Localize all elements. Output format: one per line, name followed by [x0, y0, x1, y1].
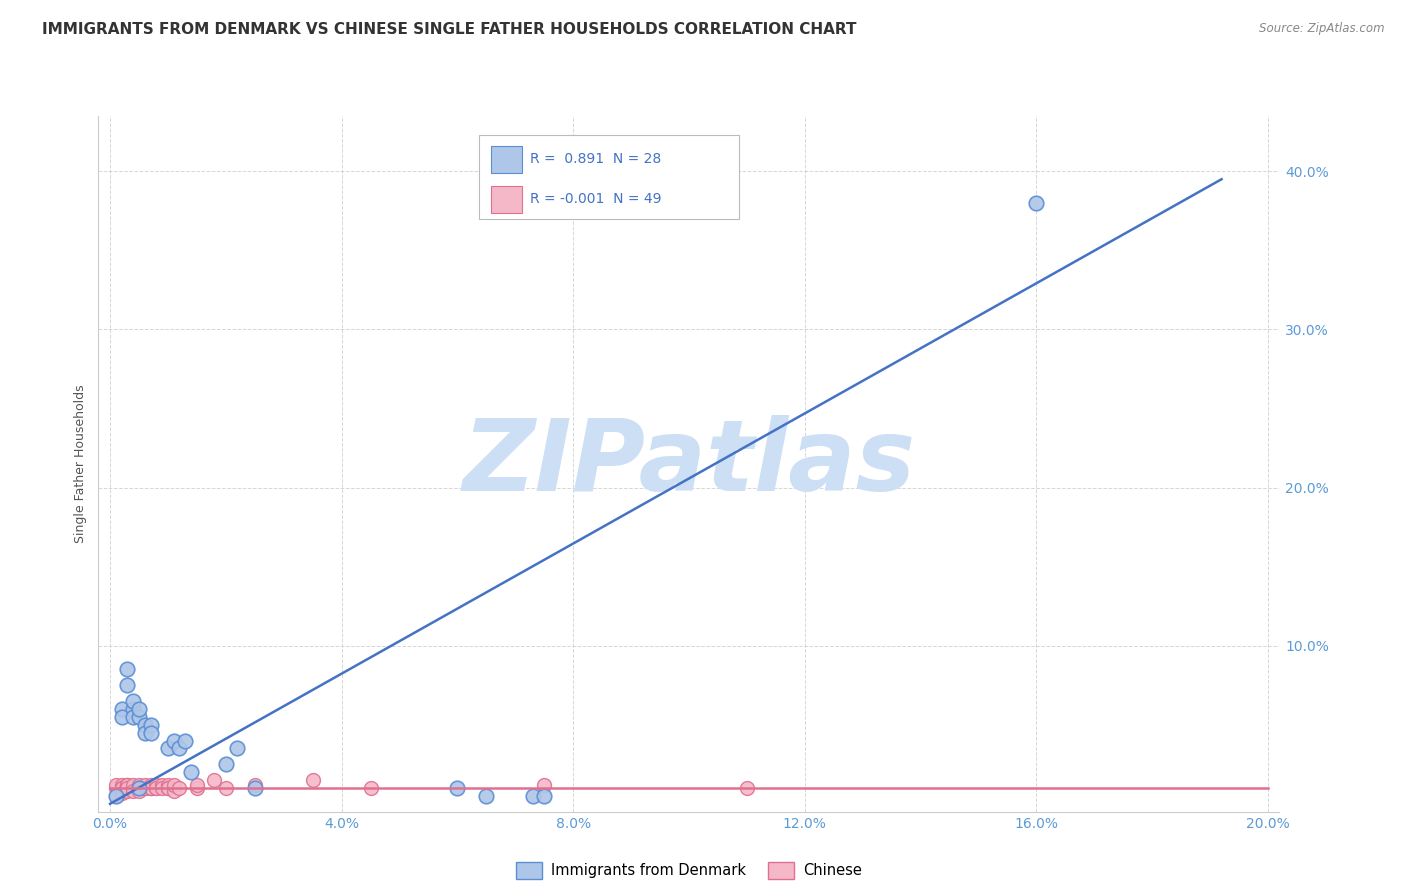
Point — [169, 780, 191, 795]
Point — [139, 780, 162, 795]
Point — [122, 694, 145, 708]
Point — [122, 778, 145, 792]
Point — [163, 733, 186, 747]
Point — [134, 780, 156, 795]
Point — [128, 780, 150, 795]
Point — [117, 780, 139, 795]
Point — [117, 662, 139, 676]
Point — [202, 773, 225, 788]
Point — [134, 717, 156, 731]
Point — [301, 773, 323, 788]
Text: IMMIGRANTS FROM DENMARK VS CHINESE SINGLE FATHER HOUSEHOLDS CORRELATION CHART: IMMIGRANTS FROM DENMARK VS CHINESE SINGL… — [42, 22, 856, 37]
Point — [117, 778, 139, 792]
Point — [174, 733, 197, 747]
Point — [169, 741, 191, 756]
Point — [104, 778, 127, 792]
Point — [134, 780, 156, 795]
Point — [360, 780, 382, 795]
Point — [145, 778, 167, 792]
Point — [122, 780, 145, 795]
Point — [145, 780, 167, 795]
Point — [110, 778, 132, 792]
Point — [128, 780, 150, 795]
Point — [522, 789, 544, 803]
Point — [533, 789, 555, 803]
Text: R = -0.001  N = 49: R = -0.001 N = 49 — [530, 193, 662, 206]
Point — [735, 780, 758, 795]
Point — [122, 710, 145, 724]
Point — [156, 778, 179, 792]
Point — [156, 780, 179, 795]
Point — [117, 780, 139, 795]
Point — [145, 780, 167, 795]
Point — [156, 741, 179, 756]
Text: ZIPatlas: ZIPatlas — [463, 416, 915, 512]
Point — [180, 765, 202, 780]
Point — [122, 702, 145, 716]
Point — [134, 725, 156, 739]
Point — [110, 784, 132, 798]
Point — [128, 710, 150, 724]
Point — [128, 784, 150, 798]
Point — [156, 780, 179, 795]
Point — [104, 789, 127, 803]
Point — [122, 784, 145, 798]
Point — [139, 778, 162, 792]
Point — [128, 780, 150, 795]
Point — [533, 778, 555, 792]
Legend: Immigrants from Denmark, Chinese: Immigrants from Denmark, Chinese — [510, 856, 868, 885]
Point — [139, 780, 162, 795]
Point — [186, 780, 208, 795]
Point — [104, 789, 127, 803]
Point — [163, 784, 186, 798]
Point — [1025, 195, 1047, 210]
Point — [243, 778, 266, 792]
Y-axis label: Single Father Households: Single Father Households — [75, 384, 87, 543]
Point — [122, 780, 145, 795]
Point — [243, 780, 266, 795]
Text: Source: ZipAtlas.com: Source: ZipAtlas.com — [1260, 22, 1385, 36]
Point — [117, 784, 139, 798]
Point — [163, 778, 186, 792]
Point — [128, 702, 150, 716]
Point — [139, 725, 162, 739]
Point — [104, 780, 127, 795]
Point — [110, 710, 132, 724]
Point — [110, 786, 132, 800]
Point — [128, 778, 150, 792]
Point — [139, 780, 162, 795]
Point — [475, 789, 498, 803]
Point — [117, 678, 139, 692]
Point — [150, 780, 173, 795]
Point — [117, 778, 139, 792]
Point — [134, 778, 156, 792]
Point — [110, 780, 132, 795]
Point — [186, 778, 208, 792]
Point — [215, 757, 238, 772]
Point — [110, 702, 132, 716]
Point — [139, 717, 162, 731]
Point — [110, 780, 132, 795]
Point — [215, 780, 238, 795]
Point — [117, 778, 139, 792]
Point — [150, 778, 173, 792]
Text: R =  0.891  N = 28: R = 0.891 N = 28 — [530, 153, 661, 166]
Point — [446, 780, 468, 795]
Point — [226, 741, 249, 756]
